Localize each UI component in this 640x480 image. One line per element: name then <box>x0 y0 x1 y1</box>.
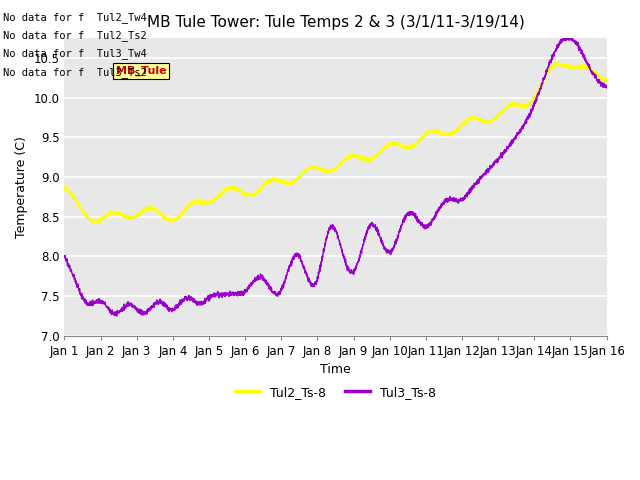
Text: MB_Tule: MB_Tule <box>116 66 166 76</box>
X-axis label: Time: Time <box>320 363 351 376</box>
Text: No data for f  Tul3_Ts2: No data for f Tul3_Ts2 <box>3 67 147 78</box>
Text: No data for f  Tul2_Ts2: No data for f Tul2_Ts2 <box>3 30 147 41</box>
Y-axis label: Temperature (C): Temperature (C) <box>15 136 28 238</box>
Text: No data for f  Tul2_Tw4: No data for f Tul2_Tw4 <box>3 12 147 23</box>
Legend: Tul2_Ts-8, Tul3_Ts-8: Tul2_Ts-8, Tul3_Ts-8 <box>230 381 441 404</box>
Title: MB Tule Tower: Tule Temps 2 & 3 (3/1/11-3/19/14): MB Tule Tower: Tule Temps 2 & 3 (3/1/11-… <box>147 15 524 30</box>
Text: No data for f  Tul3_Tw4: No data for f Tul3_Tw4 <box>3 48 147 60</box>
